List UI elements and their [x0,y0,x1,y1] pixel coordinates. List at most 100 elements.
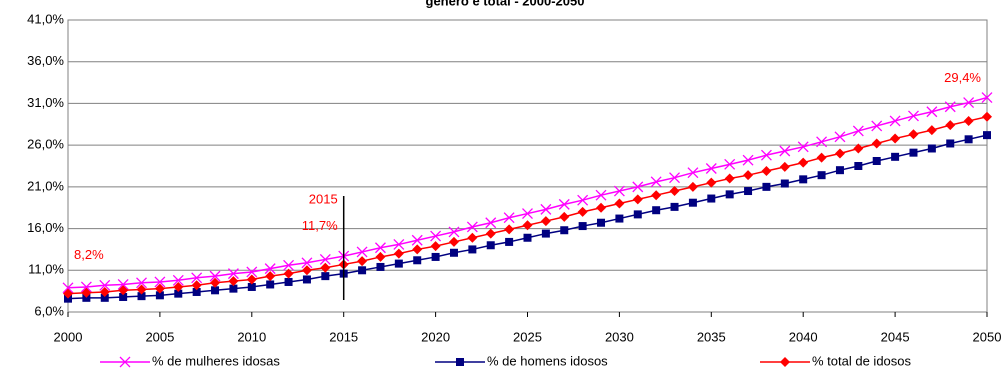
data-label: 8,2% [74,247,104,262]
data-point [504,224,515,235]
x-tick-label: 2025 [513,329,542,344]
data-point [981,92,993,104]
data-point [376,262,385,271]
series-line [67,96,988,289]
chart-title: gênero e total - 2000-2050 [426,0,585,8]
data-point [468,245,477,254]
data-point [358,266,367,275]
data-point [650,176,662,188]
y-tick-label: 6,0% [34,303,64,318]
data-point [779,161,790,172]
y-tick-label: 26,0% [27,137,64,152]
data-point [136,277,147,289]
data-point [963,97,975,109]
data-point [284,277,293,286]
data-point [926,106,938,118]
data-point [174,289,183,298]
legend-marker [456,358,464,366]
data-point [375,251,386,262]
data-point [651,190,662,201]
data-point [412,244,423,255]
data-point [945,120,956,131]
data-point [136,284,147,295]
series-line [67,116,988,295]
y-tick-label: 36,0% [27,53,64,68]
legend-label: % de homens idosos [487,353,608,368]
y-tick-label: 11,0% [28,262,64,277]
data-point [283,259,295,271]
data-point [264,263,276,275]
x-tick-label: 2045 [881,329,910,344]
data-point [558,198,570,210]
data-point [633,210,642,219]
data-point [228,276,239,287]
data-point [467,232,478,243]
x-tick-label: 2030 [605,329,634,344]
legend-marker [119,356,131,368]
data-point [669,186,680,197]
data-point [486,241,495,250]
data-point [670,202,679,211]
legend-label: % total de idosos [812,353,912,368]
data-point [448,236,459,247]
data-point [762,182,771,191]
data-point [724,173,735,184]
y-tick-label: 31,0% [27,95,64,110]
data-point [394,259,403,268]
series-line [67,134,988,300]
data-point [118,285,129,296]
data-point [577,194,589,206]
data-point [246,274,257,285]
data-point [834,131,846,143]
data-point [615,214,624,223]
data-point [413,256,422,265]
legend-label: % de mulheres idosas [152,353,280,368]
y-tick-label: 16,0% [27,220,64,235]
data-point [798,157,809,168]
data-point [908,129,919,140]
data-point [155,291,164,300]
data-point [100,293,109,302]
data-point [375,242,386,254]
data-point [724,158,736,170]
data-point [63,288,73,299]
x-tick-label: 2040 [789,329,818,344]
data-point [80,281,92,293]
data-point [522,208,533,220]
data-point [779,145,791,157]
data-point [632,181,644,193]
data-point [760,149,772,161]
data-point [688,198,697,207]
plot-border [67,19,988,313]
data-point [687,167,699,179]
data-point [505,237,514,246]
x-tick-label: 2050 [973,329,1002,344]
x-tick-label: 2015 [329,329,358,344]
data-point [946,139,955,148]
data-point [81,287,92,298]
data-point [743,170,754,181]
data-point [816,152,827,163]
data-point [321,272,330,281]
x-tick-label: 2020 [421,329,450,344]
data-point [687,181,698,192]
data-point [983,131,991,140]
data-point [430,230,442,242]
data-point [319,253,331,265]
data-point [210,277,221,288]
data-point [82,293,91,302]
data-point [191,280,202,291]
data-point [449,248,458,257]
x-tick-label: 2010 [237,329,266,344]
data-point [725,190,734,199]
data-point [908,110,919,122]
data-point [246,266,258,278]
data-point [577,206,588,217]
data-point [320,262,331,273]
data-point [705,163,717,174]
data-point [227,268,239,280]
data-point [834,148,845,159]
data-point [816,136,828,148]
x-tick-label: 2000 [54,329,83,344]
data-point [871,138,882,149]
